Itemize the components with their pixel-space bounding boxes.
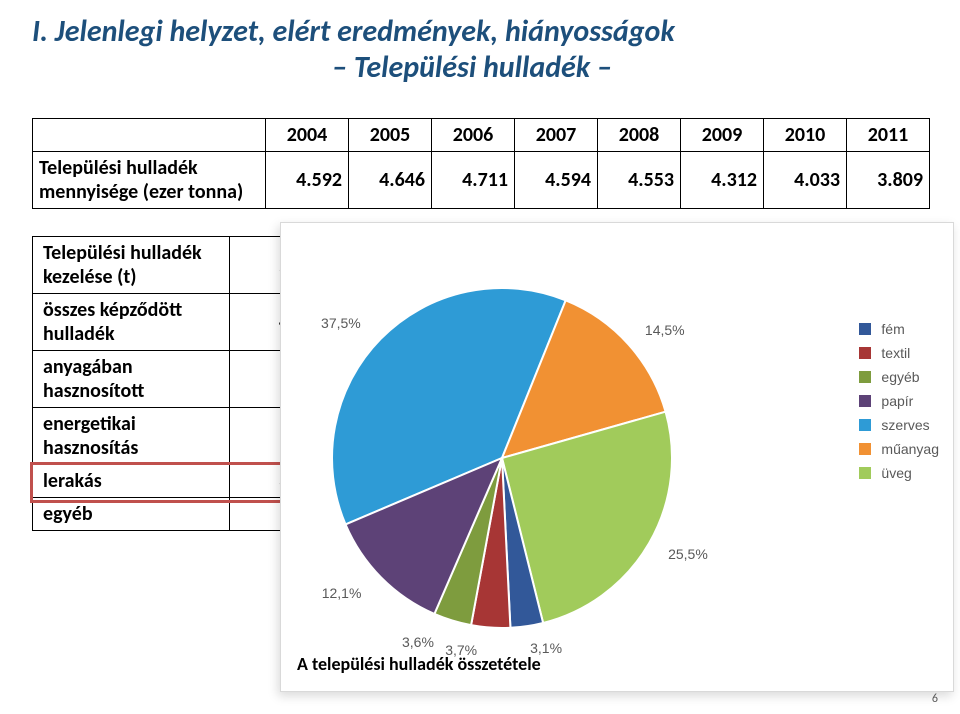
page-title: I. Jelenlegi helyzet, elért eredmények, …: [32, 14, 912, 86]
legend-label: szerves: [881, 417, 929, 433]
table1-year: 2004: [266, 119, 349, 152]
pie-chart-card: 37,5%14,5%25,5%3,1%3,7%3,6%12,1% fémtext…: [280, 222, 954, 692]
pie-legend: fém textil egyéb papír szerves műanyag üveg: [859, 313, 939, 489]
legend-swatch: [859, 323, 871, 335]
table1-year: 2009: [681, 119, 764, 152]
pie-slice-label: 37,5%: [321, 315, 361, 331]
table1-row-label: Települési hulladék mennyisége (ezer ton…: [33, 152, 266, 209]
legend-item: egyéb: [859, 369, 939, 385]
table1-val: 4.592: [266, 152, 349, 209]
pie-slice-label: 14,5%: [645, 322, 685, 338]
legend-swatch: [859, 371, 871, 383]
table1-year: 2005: [349, 119, 432, 152]
legend-item: papír: [859, 393, 939, 409]
legend-swatch: [859, 347, 871, 359]
pie-slice-label: 12,1%: [322, 585, 362, 601]
legend-item: szerves: [859, 417, 939, 433]
table1-val: 4.711: [432, 152, 515, 209]
legend-label: egyéb: [881, 369, 919, 385]
table1-year: 2006: [432, 119, 515, 152]
table1-val: 4.033: [764, 152, 847, 209]
page-number: 6: [932, 692, 938, 706]
table1-val: 4.646: [349, 152, 432, 209]
pie-svg: [311, 267, 693, 649]
table2-row-label: lerakás: [33, 465, 230, 498]
title-line2: – Települési hulladék –: [32, 50, 912, 86]
table2-row-label: összes képződött hulladék: [33, 294, 230, 351]
legend-label: műanyag: [881, 441, 939, 457]
pie-chart: [311, 267, 693, 649]
table1-val: 4.553: [598, 152, 681, 209]
pie-caption: A települési hulladék összetétele: [297, 653, 541, 675]
table1-year: 2007: [515, 119, 598, 152]
table1-val: 4.312: [681, 152, 764, 209]
table2-row-label: energetikai hasznosítás: [33, 408, 230, 465]
table1-year: 2010: [764, 119, 847, 152]
table1-val: 4.594: [515, 152, 598, 209]
table2-header: Települési hulladék kezelése (t): [33, 237, 230, 294]
table1-year: 2008: [598, 119, 681, 152]
title-line1: I. Jelenlegi helyzet, elért eredmények, …: [32, 13, 675, 50]
legend-label: üveg: [881, 465, 911, 481]
legend-label: fém: [881, 321, 904, 337]
legend-label: papír: [881, 393, 913, 409]
legend-item: műanyag: [859, 441, 939, 457]
pie-slice-label: 25,5%: [668, 546, 708, 562]
table1-corner: [33, 119, 266, 152]
table2-row-label: anyagában hasznosított: [33, 351, 230, 408]
table1-val: 3.809: [847, 152, 930, 209]
legend-item: üveg: [859, 465, 939, 481]
legend-swatch: [859, 395, 871, 407]
legend-item: textil: [859, 345, 939, 361]
table2-row-label: egyéb: [33, 498, 230, 531]
pie-slice-label: 3,6%: [402, 634, 434, 650]
legend-item: fém: [859, 321, 939, 337]
quantity-table: 2004 2005 2006 2007 2008 2009 2010 2011 …: [32, 118, 930, 209]
legend-swatch: [859, 467, 871, 479]
legend-label: textil: [881, 345, 910, 361]
legend-swatch: [859, 443, 871, 455]
legend-swatch: [859, 419, 871, 431]
table1-year: 2011: [847, 119, 930, 152]
